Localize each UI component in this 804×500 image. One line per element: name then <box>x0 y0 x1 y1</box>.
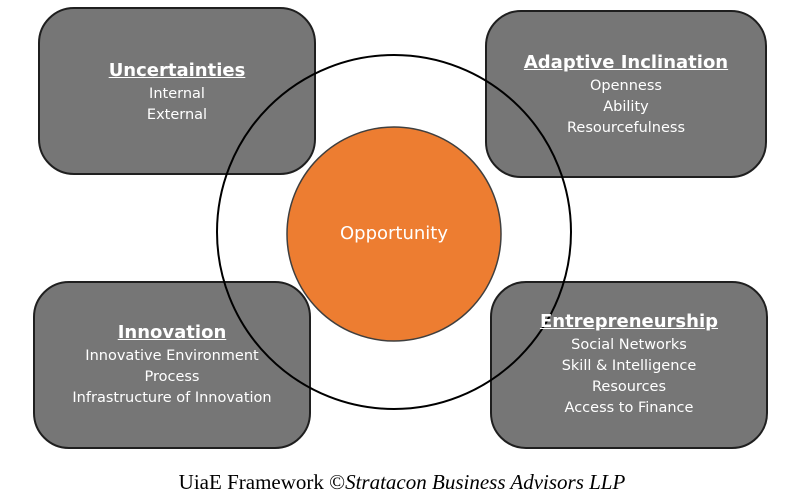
entrepreneurship-item: Access to Finance <box>564 400 694 416</box>
innovation-box <box>33 281 311 449</box>
entrepreneurship-text: Entrepreneurship Social Networks Skill &… <box>490 311 768 419</box>
caption-organization: Stratacon Business Advisors LLP <box>345 470 626 494</box>
innovation-item: Process <box>144 369 200 385</box>
opportunity-label: Opportunity <box>339 223 449 244</box>
innovation-title: Innovation <box>117 322 227 343</box>
adaptive-inclination-title: Adaptive Inclination <box>523 52 729 73</box>
figure-caption: UiaE Framework ©Stratacon Business Advis… <box>0 470 804 495</box>
uncertainties-item: External <box>146 107 208 123</box>
caption-prefix: UiaE Framework © <box>178 470 346 494</box>
entrepreneurship-item: Skill & Intelligence <box>561 358 697 374</box>
uncertainties-item: Internal <box>149 86 205 102</box>
opportunity-circle <box>286 126 502 342</box>
uncertainties-title: Uncertainties <box>108 60 246 81</box>
entrepreneurship-item: Social Networks <box>571 337 687 353</box>
innovation-text: Innovation Innovative Environment Proces… <box>33 322 311 409</box>
entrepreneurship-box <box>490 281 768 449</box>
uncertainties-text: Uncertainties Internal External <box>38 60 316 126</box>
innovation-item: Innovative Environment <box>85 348 259 364</box>
adaptive-inclination-item: Resourcefulness <box>566 120 686 136</box>
entrepreneurship-item: Resources <box>591 379 667 395</box>
adaptive-inclination-item: Ability <box>603 99 649 115</box>
adaptive-inclination-item: Openness <box>590 78 662 94</box>
adaptive-inclination-box <box>485 10 767 178</box>
outer-ring <box>216 54 572 410</box>
adaptive-inclination-text: Adaptive Inclination Openness Ability Re… <box>485 52 767 139</box>
innovation-item: Infrastructure of Innovation <box>72 390 272 406</box>
entrepreneurship-title: Entrepreneurship <box>539 311 719 332</box>
uncertainties-box <box>38 7 316 175</box>
